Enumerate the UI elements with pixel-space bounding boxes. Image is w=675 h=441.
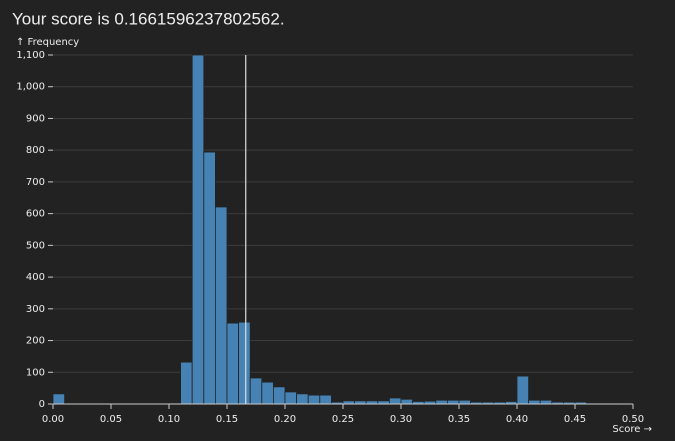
bar (284, 391, 298, 405)
y-tick-label: 1,100 (16, 50, 45, 61)
bar (435, 399, 448, 405)
x-tick-label: 0.25 (332, 414, 354, 425)
x-tick-label: 0.00 (42, 414, 64, 425)
bar (203, 151, 216, 405)
x-tick-label: 0.10 (158, 414, 180, 425)
x-tick-label: 0.40 (506, 414, 528, 425)
bar (539, 399, 553, 405)
bar (52, 393, 65, 405)
y-tick-label: 900 (26, 113, 45, 124)
bar (249, 377, 263, 405)
y-tick-label: 300 (26, 304, 45, 315)
x-tick-label: 0.20 (274, 414, 296, 425)
x-tick-label: 0.30 (390, 414, 412, 425)
bar (180, 361, 193, 405)
bar (272, 386, 286, 405)
y-tick-label: 400 (26, 272, 45, 283)
y-axis-label: ↑ Frequency (16, 37, 79, 48)
bar (191, 54, 205, 405)
y-tick-label: 700 (26, 177, 45, 188)
bar (400, 398, 414, 405)
bar (388, 397, 402, 405)
y-tick-label: 100 (26, 367, 45, 378)
y-tick-label: 500 (26, 240, 45, 251)
chart-title: Your score is 0.1661596237802562. (12, 9, 285, 28)
x-axis-label: Score → (612, 424, 652, 435)
y-tick-label: 0 (39, 399, 45, 410)
bar (516, 375, 529, 405)
bar (261, 381, 274, 405)
bar (319, 394, 332, 405)
bar (296, 393, 309, 405)
bar (446, 399, 460, 405)
bar (307, 394, 321, 405)
x-tick-label: 0.15 (216, 414, 238, 425)
y-tick-label: 600 (26, 209, 45, 220)
y-tick-label: 200 (26, 336, 45, 347)
x-tick-label: 0.05 (100, 414, 122, 425)
y-tick-label: 1,000 (16, 82, 45, 93)
y-tick-label: 800 (26, 145, 45, 156)
x-tick-label: 0.45 (564, 414, 586, 425)
bar (226, 322, 239, 405)
bar (238, 321, 251, 405)
bar (528, 399, 541, 405)
bar (214, 206, 228, 405)
x-tick-label: 0.50 (622, 414, 644, 425)
bar (458, 399, 471, 405)
x-tick-label: 0.35 (448, 414, 470, 425)
